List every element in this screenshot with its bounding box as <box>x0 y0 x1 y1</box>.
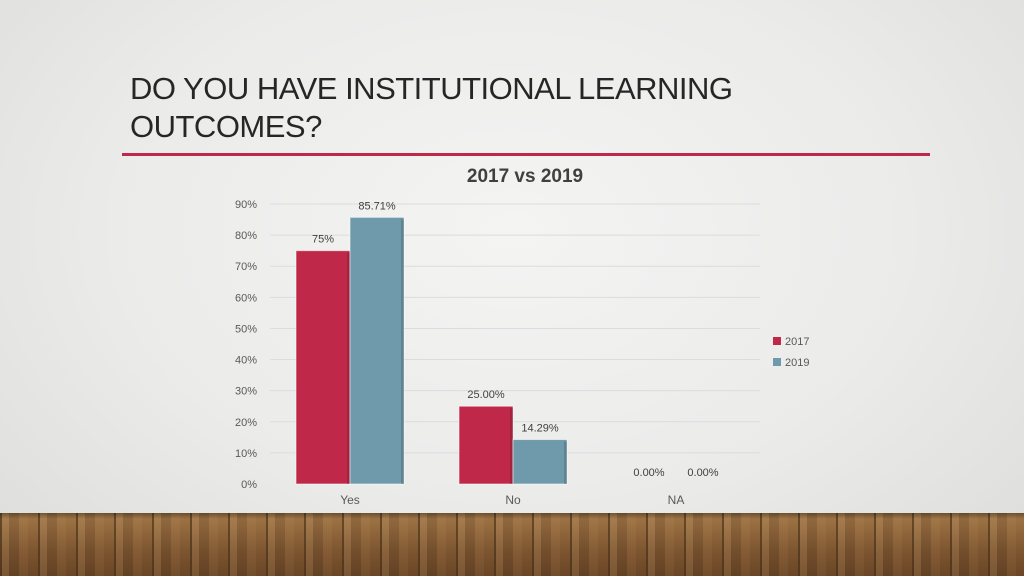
y-tick-label: 40% <box>235 355 257 367</box>
y-tick-label: 10% <box>235 448 257 460</box>
data-label: 85.71% <box>358 200 396 212</box>
data-label: 0.00% <box>633 467 664 479</box>
legend-label: 2019 <box>785 357 809 369</box>
legend-swatch-2017 <box>773 337 781 345</box>
slide-title: DO YOU HAVE INSTITUTIONAL LEARNING OUTCO… <box>130 71 733 144</box>
y-tick-label: 20% <box>235 417 257 429</box>
y-tick-label: 50% <box>235 323 257 335</box>
title-divider <box>122 153 930 156</box>
legend-label: 2017 <box>785 336 809 348</box>
x-tick-label: No <box>505 493 521 507</box>
bar-2017-yes <box>295 250 351 485</box>
y-tick-label: 0% <box>241 479 257 491</box>
bar-shadow <box>347 252 350 484</box>
bar-2019-no <box>512 439 568 485</box>
x-tick-label: NA <box>668 493 685 507</box>
bar-shadow <box>401 219 404 484</box>
legend-swatch-2019 <box>773 358 781 366</box>
bar-2019-yes <box>349 216 405 485</box>
y-tick-label: 80% <box>235 230 257 242</box>
y-tick-label: 90% <box>235 199 257 211</box>
bar-shadow <box>564 441 567 484</box>
wooden-floor-decoration <box>0 513 1024 576</box>
bar-shadow <box>510 408 513 484</box>
data-label: 14.29% <box>521 423 559 435</box>
y-tick-label: 60% <box>235 292 257 304</box>
y-tick-label: 70% <box>235 261 257 273</box>
bar-2017-no <box>458 405 514 485</box>
x-tick-label: Yes <box>340 493 360 507</box>
chart-title: 2017 vs 2019 <box>466 166 584 187</box>
data-label: 75% <box>312 234 334 246</box>
data-label: 25.00% <box>467 389 505 401</box>
y-tick-label: 30% <box>235 386 257 398</box>
data-label: 0.00% <box>687 467 718 479</box>
